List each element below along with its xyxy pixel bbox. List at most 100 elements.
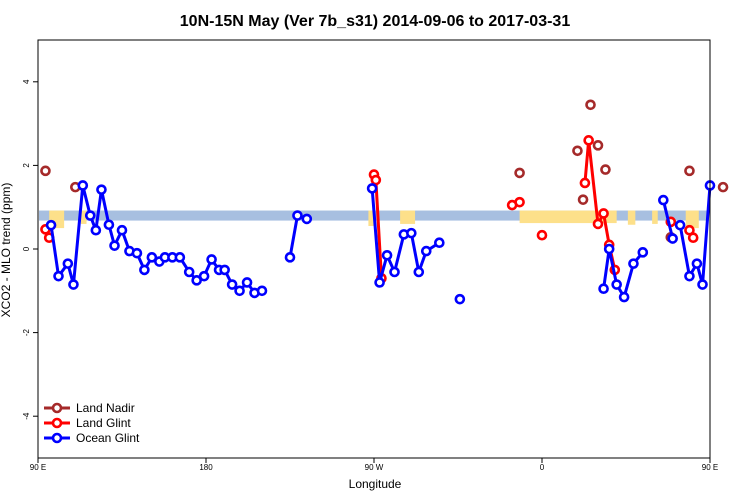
- ocean-glint-point: [420, 245, 432, 257]
- ocean-glint-point: [62, 258, 74, 269]
- ocean-glint-point: [381, 249, 393, 261]
- ocean-glint-point: [77, 180, 89, 191]
- land-glint-point: [514, 196, 525, 208]
- ocean-glint-point: [198, 270, 210, 282]
- ocean-glint-point: [116, 224, 128, 236]
- x-axis: 90 E 180 90 W 0 90 E: [30, 458, 718, 472]
- y-tick-label: -4: [22, 412, 31, 420]
- land-bar: [80, 210, 87, 224]
- land-nadir-point: [585, 99, 596, 111]
- land-nadir-legend-marker: [51, 402, 63, 414]
- ocean-glint-line: [602, 247, 644, 299]
- land-glint-point: [370, 174, 382, 186]
- land-glint-point: [598, 208, 609, 219]
- land-nadir-point: [600, 164, 611, 175]
- ocean-glint-point: [191, 275, 202, 286]
- ocean-glint-point: [226, 279, 238, 290]
- ocean-glint-line: [49, 183, 263, 295]
- ocean-glint-point: [183, 266, 195, 278]
- ocean-glint-point: [598, 283, 609, 295]
- ocean-glint-point: [109, 240, 120, 251]
- land-glint-legend-label: Land Glint: [76, 416, 131, 430]
- ocean-glint-point: [406, 227, 417, 239]
- ocean-glint-legend-label: Ocean Glint: [76, 431, 140, 445]
- ocean-glint-point: [84, 210, 96, 221]
- land-bar: [519, 210, 617, 224]
- ocean-glint-point: [146, 252, 158, 263]
- land-glint-point: [592, 218, 604, 230]
- plot-area: [39, 99, 729, 305]
- ocean-glint-point: [131, 247, 143, 259]
- x-tick-label: 90 E: [30, 463, 46, 472]
- land-glint-point: [583, 135, 594, 146]
- land-nadir-legend-label: Land Nadir: [76, 401, 135, 415]
- ocean-glint-point: [434, 237, 445, 249]
- ocean-glint-legend-marker: [51, 432, 63, 444]
- y-tick-label: 2: [22, 163, 31, 168]
- series-ocean-glint: [45, 180, 716, 305]
- x-axis-label: Longitude: [349, 477, 402, 491]
- ocean-glint-point: [389, 266, 400, 278]
- ocean-glint-point: [674, 219, 686, 231]
- ocean-glint-point: [90, 224, 102, 236]
- ocean-glint-point: [628, 258, 639, 269]
- ocean-glint-point: [139, 264, 150, 276]
- land-bar: [685, 210, 699, 229]
- ocean-glint-point: [658, 194, 669, 206]
- ocean-glint-point: [103, 219, 115, 231]
- land-nadir-point: [592, 140, 604, 151]
- ocean-glint-point: [374, 277, 385, 288]
- land-bar: [400, 210, 416, 224]
- ocean-glint-point: [174, 252, 186, 263]
- land-bar: [652, 210, 658, 224]
- ocean-glint-point: [45, 219, 57, 231]
- land-nadir-point: [514, 167, 525, 179]
- chart-title: 10N-15N May (Ver 7b_s31) 2014-09-06 to 2…: [180, 13, 571, 30]
- ocean-glint-point: [454, 293, 466, 305]
- ocean-glint-point: [366, 183, 378, 194]
- ocean-glint-point: [618, 291, 630, 303]
- ocean-glint-point: [256, 285, 268, 297]
- land-glint-legend-marker: [51, 417, 63, 429]
- land-bar: [627, 210, 636, 225]
- ocean-glint-point: [667, 233, 678, 244]
- plot-frame: [37, 39, 711, 459]
- ocean-glint-point: [241, 277, 253, 288]
- x-tick-label: 0: [540, 463, 545, 472]
- y-axis: -4 -2 0 2 4: [22, 79, 38, 420]
- ocean-glint-point: [691, 258, 703, 269]
- ocean-glint-point: [697, 279, 708, 290]
- land-nadir-point: [684, 165, 695, 177]
- ocean-glint-point: [611, 279, 622, 290]
- land-bar: [368, 210, 374, 227]
- ocean-glint-point: [234, 285, 245, 297]
- land-nadir-point: [717, 181, 729, 193]
- ocean-glint-point: [284, 252, 296, 263]
- land-nadir-point: [572, 145, 583, 157]
- x-tick-label: 180: [199, 463, 213, 472]
- ocean-glint-point: [96, 184, 107, 195]
- y-tick-label: 4: [22, 79, 31, 84]
- x-tick-label: 90 W: [365, 463, 384, 472]
- x-tick-label: 90 E: [702, 463, 718, 472]
- ocean-glint-point: [637, 247, 649, 258]
- ocean-glint-point: [68, 279, 79, 290]
- ocean-glint-point: [603, 243, 615, 255]
- land-glint-point: [579, 177, 591, 189]
- ocean-glint-point: [219, 264, 230, 276]
- ocean-glint-point: [684, 270, 695, 282]
- ocean-glint-point: [206, 254, 217, 265]
- y-axis-label: XCO2 - MLO trend (ppm): [0, 183, 13, 318]
- ocean-glint-point: [413, 266, 425, 278]
- ocean-glint-point: [53, 270, 64, 282]
- y-tick-label: -2: [22, 328, 31, 336]
- ocean-glint-line: [661, 199, 675, 239]
- land-nadir-point: [577, 194, 589, 205]
- y-tick-label: 0: [22, 246, 31, 251]
- ocean-glint-point: [292, 210, 303, 221]
- land-glint-point: [536, 229, 548, 241]
- land-glint-point: [687, 232, 699, 244]
- ocean-glint-point: [301, 213, 313, 225]
